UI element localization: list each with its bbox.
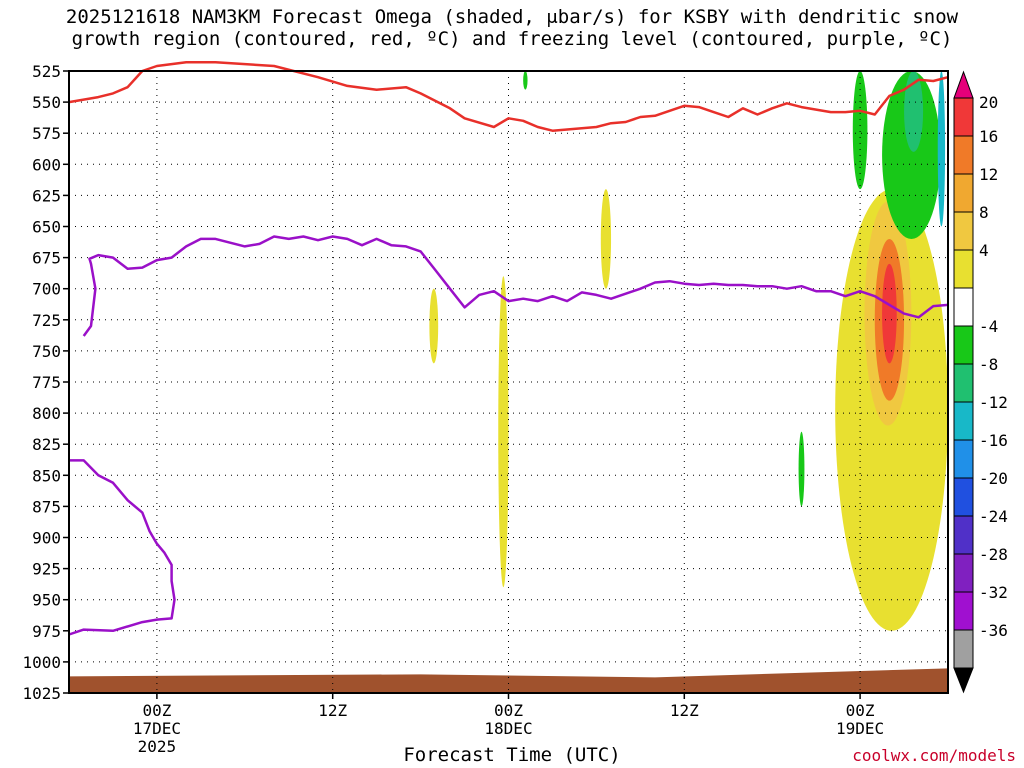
x-axis-label: Forecast Time (UTC) bbox=[403, 744, 621, 766]
y-tick-label: 875 bbox=[32, 497, 61, 516]
colorbar-top-arrow bbox=[953, 70, 974, 99]
colorbar-box bbox=[953, 97, 974, 137]
colorbar-label: -20 bbox=[979, 469, 1008, 488]
y-tick-label: 775 bbox=[32, 373, 61, 392]
colorbar-label: -36 bbox=[979, 621, 1008, 640]
x-tick-label: 19DEC bbox=[836, 719, 884, 738]
colorbar-box bbox=[953, 325, 974, 365]
colorbar-box bbox=[953, 591, 974, 631]
colorbar-box bbox=[953, 287, 974, 327]
y-tick-label: 825 bbox=[32, 435, 61, 454]
y-tick-label: 1025 bbox=[22, 684, 61, 703]
omega-region-10 bbox=[882, 71, 941, 239]
x-tick-label: 12Z bbox=[318, 701, 347, 720]
colorbar-label: 12 bbox=[979, 165, 998, 184]
colorbar-label: 4 bbox=[979, 241, 989, 260]
y-tick-label: 575 bbox=[32, 124, 61, 143]
colorbar-label: -28 bbox=[979, 545, 1008, 564]
omega-region-9 bbox=[852, 71, 868, 190]
colorbar-label: -16 bbox=[979, 431, 1008, 450]
colorbar-label: -24 bbox=[979, 507, 1008, 526]
omega-region-11 bbox=[904, 71, 924, 152]
omega-region-7 bbox=[523, 71, 528, 90]
y-tick-label: 925 bbox=[32, 560, 61, 579]
y-tick-label: 550 bbox=[32, 93, 61, 112]
y-tick-label: 625 bbox=[32, 186, 61, 205]
colorbar-box bbox=[953, 173, 974, 213]
omega-region-1 bbox=[429, 288, 439, 364]
y-tick-label: 800 bbox=[32, 404, 61, 423]
omega-region-8 bbox=[798, 431, 805, 507]
colorbar-box bbox=[953, 135, 974, 175]
y-tick-label: 525 bbox=[32, 62, 61, 81]
x-tick-label: 18DEC bbox=[484, 719, 532, 738]
credit-text: coolwx.com/models bbox=[852, 746, 1016, 765]
y-tick-label: 975 bbox=[32, 622, 61, 641]
y-tick-label: 650 bbox=[32, 218, 61, 237]
x-tick-label: 12Z bbox=[670, 701, 699, 720]
y-tick-label: 725 bbox=[32, 311, 61, 330]
colorbar-label: -8 bbox=[979, 355, 998, 374]
colorbar-box bbox=[953, 401, 974, 441]
x-tick-label: 00Z bbox=[494, 701, 523, 720]
contour-line-2 bbox=[68, 459, 176, 636]
colorbar-box bbox=[953, 249, 974, 289]
colorbar-label: 20 bbox=[979, 93, 998, 112]
colorbar-box bbox=[953, 629, 974, 669]
y-tick-label: 600 bbox=[32, 155, 61, 174]
colorbar-label: -12 bbox=[979, 393, 1008, 412]
colorbar-label: 8 bbox=[979, 203, 989, 222]
contour-line-1 bbox=[82, 235, 949, 337]
x-tick-label: 2025 bbox=[138, 737, 177, 756]
omega-region-2 bbox=[498, 276, 509, 588]
x-tick-label: 00Z bbox=[846, 701, 875, 720]
y-tick-label: 700 bbox=[32, 280, 61, 299]
colorbar-label: -4 bbox=[979, 317, 998, 336]
omega-region-6 bbox=[882, 263, 897, 364]
terrain-surface bbox=[69, 668, 948, 693]
contour-line-0 bbox=[68, 61, 949, 132]
colorbar-box bbox=[953, 553, 974, 593]
y-tick-label: 900 bbox=[32, 529, 61, 548]
y-tick-label: 850 bbox=[32, 466, 61, 485]
colorbar-box bbox=[953, 439, 974, 479]
colorbar-label: 16 bbox=[979, 127, 998, 146]
omega-region-12 bbox=[937, 71, 946, 227]
y-tick-label: 675 bbox=[32, 249, 61, 268]
x-tick-label: 00Z bbox=[142, 701, 171, 720]
x-tick-label: 17DEC bbox=[133, 719, 181, 738]
chart-title-line2: growth region (contoured, red, ºC) and f… bbox=[71, 28, 953, 50]
colorbar-box bbox=[953, 477, 974, 517]
y-tick-label: 750 bbox=[32, 342, 61, 361]
colorbar-box bbox=[953, 211, 974, 251]
colorbar-bottom-arrow bbox=[953, 667, 974, 694]
colorbar-box bbox=[953, 363, 974, 403]
y-tick-label: 1000 bbox=[22, 653, 61, 672]
omega-region-0 bbox=[600, 189, 612, 289]
colorbar-label: -32 bbox=[979, 583, 1008, 602]
chart-title-line1: 2025121618 NAM3KM Forecast Omega (shaded… bbox=[65, 6, 959, 28]
colorbar-box bbox=[953, 515, 974, 555]
y-tick-label: 950 bbox=[32, 591, 61, 610]
